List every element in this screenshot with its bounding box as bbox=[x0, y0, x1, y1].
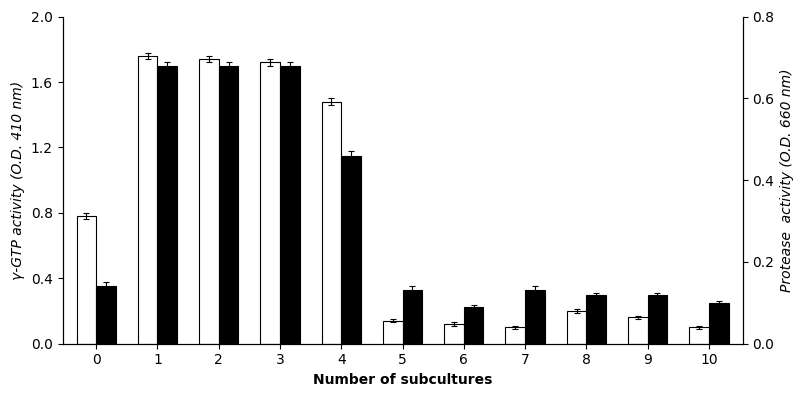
X-axis label: Number of subcultures: Number of subcultures bbox=[313, 373, 492, 387]
Bar bbox=[158, 66, 177, 343]
Bar bbox=[383, 321, 402, 343]
Bar bbox=[586, 295, 606, 343]
Bar bbox=[567, 311, 586, 343]
Bar bbox=[199, 59, 219, 343]
Bar bbox=[341, 156, 361, 343]
Bar bbox=[648, 295, 667, 343]
Y-axis label: γ-GTP activity (O.D. 410 nm): γ-GTP activity (O.D. 410 nm) bbox=[11, 80, 25, 280]
Bar bbox=[322, 101, 341, 343]
Bar bbox=[506, 327, 525, 343]
Bar bbox=[525, 291, 545, 343]
Bar bbox=[260, 62, 280, 343]
Bar bbox=[709, 303, 729, 343]
Bar bbox=[97, 287, 116, 343]
Bar bbox=[689, 327, 709, 343]
Bar bbox=[444, 324, 464, 343]
Bar bbox=[76, 216, 97, 343]
Bar bbox=[219, 66, 238, 343]
Bar bbox=[628, 318, 648, 343]
Y-axis label: Protease  activity (O.D. 660 nm): Protease activity (O.D. 660 nm) bbox=[780, 68, 794, 292]
Bar bbox=[280, 66, 299, 343]
Bar bbox=[402, 291, 422, 343]
Bar bbox=[138, 56, 158, 343]
Bar bbox=[464, 307, 484, 343]
